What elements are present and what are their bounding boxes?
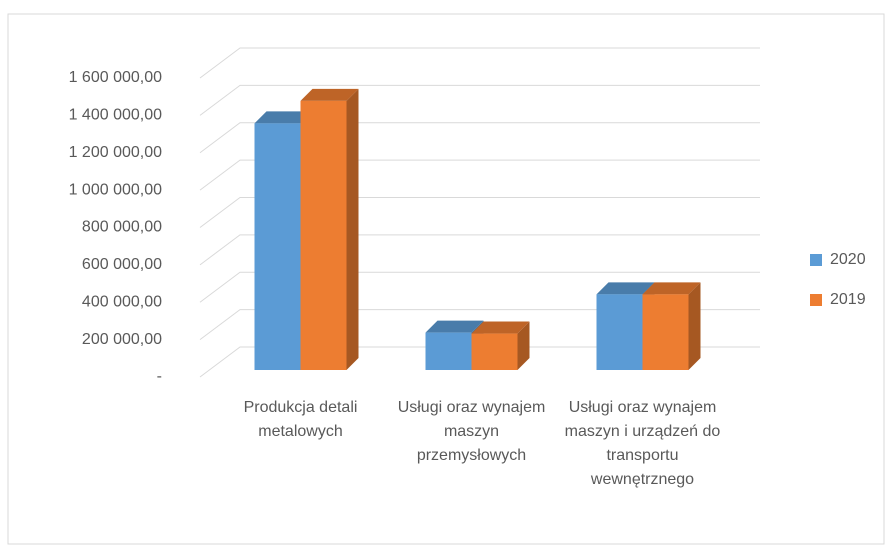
bar-top xyxy=(300,88,359,101)
y-tick-label: 400 000,00 xyxy=(82,293,162,310)
grid-line xyxy=(199,159,760,191)
bar xyxy=(254,123,301,370)
x-tick-label: Produkcja detali metalowych xyxy=(243,399,358,440)
legend-label: 2020 xyxy=(830,251,866,268)
y-tick-label: 1 400 000,00 xyxy=(69,107,163,124)
bar-top xyxy=(642,282,701,295)
bar-side xyxy=(688,282,701,370)
y-tick-label: - xyxy=(157,368,162,385)
y-tick-label: 600 000,00 xyxy=(82,256,162,273)
bar-top xyxy=(596,282,655,295)
bar-side xyxy=(517,321,530,370)
bar-top xyxy=(471,321,530,334)
bar xyxy=(425,332,472,370)
grid-line xyxy=(199,309,760,341)
y-tick-label: 1 200 000,00 xyxy=(69,144,163,161)
grid-line xyxy=(199,47,760,79)
y-tick-label: 1 000 000,00 xyxy=(69,181,163,198)
legend-swatch xyxy=(810,254,822,266)
legend-swatch xyxy=(810,294,822,306)
grid-line xyxy=(199,234,760,266)
y-tick-label: 800 000,00 xyxy=(82,219,162,236)
bar xyxy=(471,333,518,370)
bar xyxy=(596,294,643,370)
x-tick-label: Usługi oraz wynajem maszyn przemysłowych xyxy=(397,399,546,464)
grid-line xyxy=(199,197,760,228)
chart-border xyxy=(7,13,885,545)
bar-top xyxy=(254,111,313,124)
bar-top xyxy=(425,320,484,333)
x-tick-label: Usługi oraz wynajem maszyn i urządzeń do… xyxy=(564,399,721,488)
grid-line xyxy=(199,271,760,303)
grid-line xyxy=(199,84,760,116)
y-tick-label: 1 600 000,00 xyxy=(69,69,163,86)
bar xyxy=(642,294,689,370)
grid-line xyxy=(199,346,760,378)
grid-line xyxy=(199,122,760,154)
bar-side xyxy=(346,88,359,371)
bar xyxy=(300,100,347,371)
y-tick-label: 200 000,00 xyxy=(82,331,162,348)
legend-label: 2019 xyxy=(830,291,866,308)
